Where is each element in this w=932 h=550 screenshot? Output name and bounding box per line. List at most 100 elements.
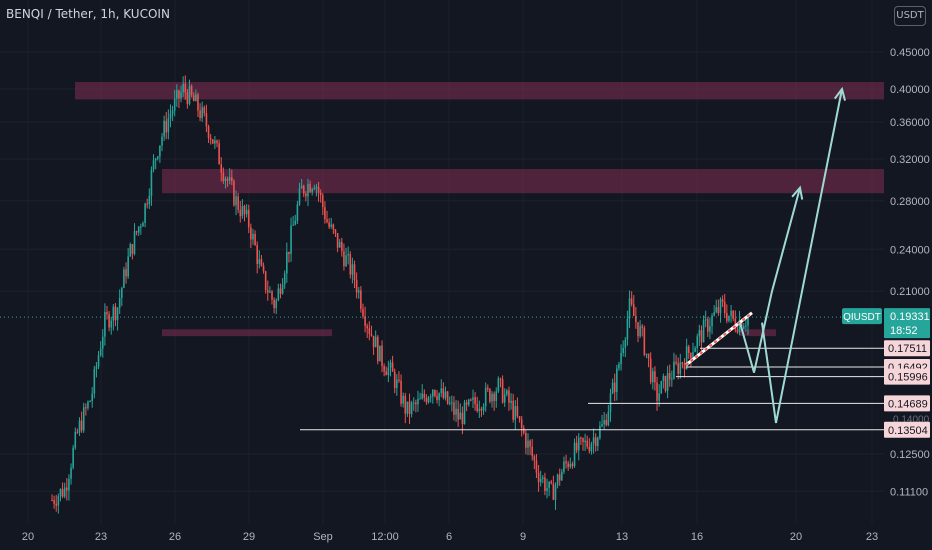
candle-body: [482, 406, 485, 411]
candle-body: [245, 209, 248, 215]
candle-body: [305, 193, 307, 197]
candle-body: [199, 110, 201, 118]
time-tick-label: 16: [691, 531, 703, 543]
candle-body: [503, 394, 506, 403]
candle-body: [209, 138, 212, 140]
candle-body: [116, 307, 119, 321]
candle-body: [499, 378, 502, 380]
candle-body: [446, 391, 449, 404]
candle-body: [205, 113, 208, 127]
candle-body: [68, 478, 70, 491]
candle-body: [715, 307, 718, 313]
candle-body: [666, 373, 669, 391]
price-tick-label: 0.45000: [890, 47, 930, 59]
candle-body: [571, 463, 574, 467]
candle-body: [702, 319, 705, 343]
candle-body: [131, 244, 134, 254]
candle-body: [698, 330, 701, 337]
price-tick-label: 0.11100: [890, 486, 928, 498]
candle-body: [745, 325, 747, 327]
candle-body: [721, 299, 724, 302]
candle-body: [635, 315, 637, 323]
candle-body: [525, 433, 527, 448]
candle-body: [654, 371, 656, 383]
candle-body: [480, 408, 483, 411]
candle-body: [152, 160, 155, 170]
candle-body: [372, 335, 375, 348]
candle-body: [440, 388, 443, 394]
price-tick-label: 0.36000: [890, 117, 930, 129]
candle-body: [417, 398, 419, 405]
candle-body: [328, 222, 330, 227]
candle-body: [231, 177, 233, 182]
candle-body: [601, 423, 603, 427]
candle-body: [639, 326, 641, 337]
candle-body: [226, 178, 229, 181]
symbol-label: QIUSDT: [843, 312, 881, 323]
candle-body: [338, 242, 341, 248]
candle-body: [563, 461, 565, 472]
candle-body: [383, 365, 385, 372]
price-tick-label: 0.40000: [890, 84, 930, 96]
candle-body: [656, 382, 658, 401]
candle-body: [561, 471, 563, 481]
candle-body: [607, 411, 610, 426]
candle-body: [91, 393, 93, 402]
time-tick-label: 20: [22, 531, 34, 543]
candle-body: [137, 226, 140, 233]
candle-body: [590, 443, 593, 452]
candle-body: [169, 113, 172, 119]
candle-body: [558, 474, 561, 481]
candle-body: [599, 426, 601, 438]
candle-body: [243, 205, 246, 215]
time-axis: 20 23 26 29 Sep 12:00 6 9 13 16 20 23: [22, 531, 878, 543]
candle-body: [658, 393, 660, 401]
level-price-label: 0.13504: [888, 425, 928, 437]
candle-body: [491, 393, 493, 402]
candle-body: [252, 233, 254, 240]
candle-body: [406, 401, 409, 414]
candle-body: [351, 264, 354, 275]
candle-body: [391, 362, 394, 372]
candle-body: [302, 185, 305, 194]
candle-body: [736, 329, 739, 333]
candle-body: [419, 398, 421, 400]
candle-body: [70, 467, 72, 479]
candle-body: [694, 348, 696, 353]
candle-body: [673, 361, 675, 379]
candle-body: [467, 399, 470, 405]
currency-button[interactable]: USDT: [894, 6, 926, 26]
candle-body: [250, 227, 252, 240]
candle-body: [546, 487, 548, 491]
candle-body: [76, 431, 79, 433]
candle-body: [247, 209, 250, 228]
candle-body: [275, 300, 278, 309]
candle-body: [362, 308, 364, 317]
time-tick-label: Sep: [313, 531, 333, 543]
candle-body: [192, 95, 195, 102]
candle-body: [381, 345, 383, 366]
candle-body: [95, 366, 98, 369]
candle-body: [738, 320, 741, 333]
candle-body: [548, 481, 550, 488]
candle-body: [723, 301, 726, 314]
candle-body: [121, 287, 123, 298]
symbol-badge: [842, 308, 882, 325]
candle-body: [453, 402, 455, 415]
candle-body: [347, 254, 349, 256]
candle-body: [709, 326, 711, 332]
candle-body: [489, 389, 491, 402]
candle-body: [717, 307, 720, 314]
candle-body: [286, 251, 288, 274]
candle-body: [624, 339, 627, 348]
candle-body: [734, 318, 737, 330]
candle-body: [463, 402, 466, 425]
candle-body: [343, 251, 345, 267]
candle-body: [425, 397, 428, 403]
candle-body: [436, 395, 438, 401]
candle-body: [211, 139, 214, 144]
candle-body: [605, 420, 608, 426]
countdown-value: 18:52: [890, 325, 918, 337]
candle-body: [218, 143, 220, 165]
